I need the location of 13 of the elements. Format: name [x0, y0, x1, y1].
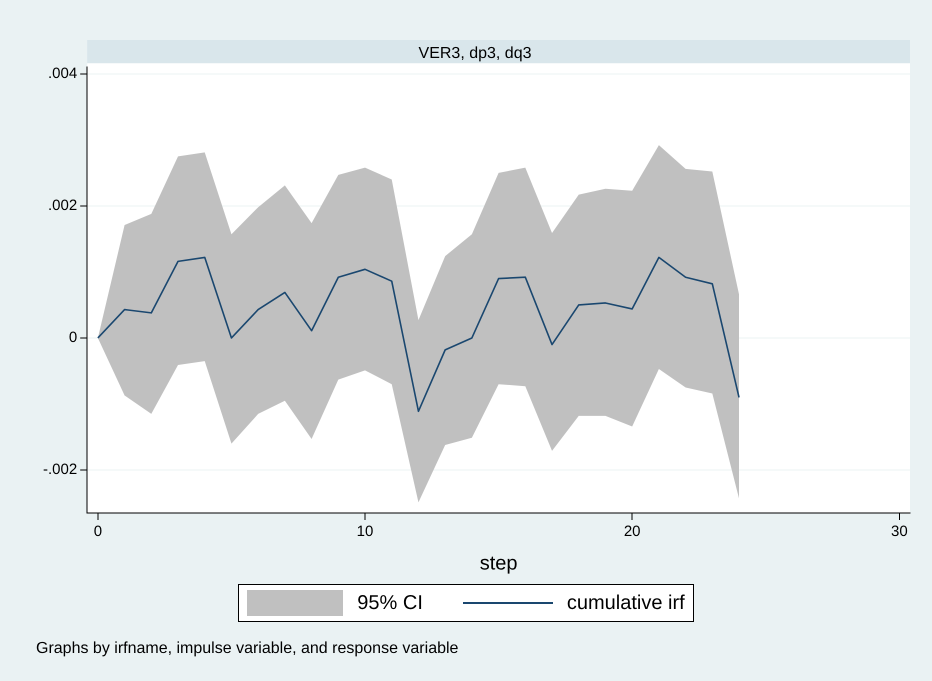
x-tick-label: 30	[890, 523, 908, 540]
x-tick-label: 10	[356, 523, 374, 540]
legend-label: cumulative irf	[566, 592, 685, 614]
y-tick-label: .002	[48, 197, 78, 214]
chart-title: VER3, dp3, dq3	[418, 45, 532, 62]
y-tick-label: .004	[48, 64, 78, 82]
text: Graphs by irfname, impulse variable, and response variable	[36, 640, 458, 658]
x-tick-label: 20	[624, 523, 641, 540]
y-tick-label: 0	[68, 329, 78, 346]
y-tick-label: -.002	[42, 461, 78, 478]
text: 95% CI	[357, 592, 423, 614]
x-tick-label: 0	[94, 523, 102, 540]
x-axis-title: step	[480, 552, 518, 575]
